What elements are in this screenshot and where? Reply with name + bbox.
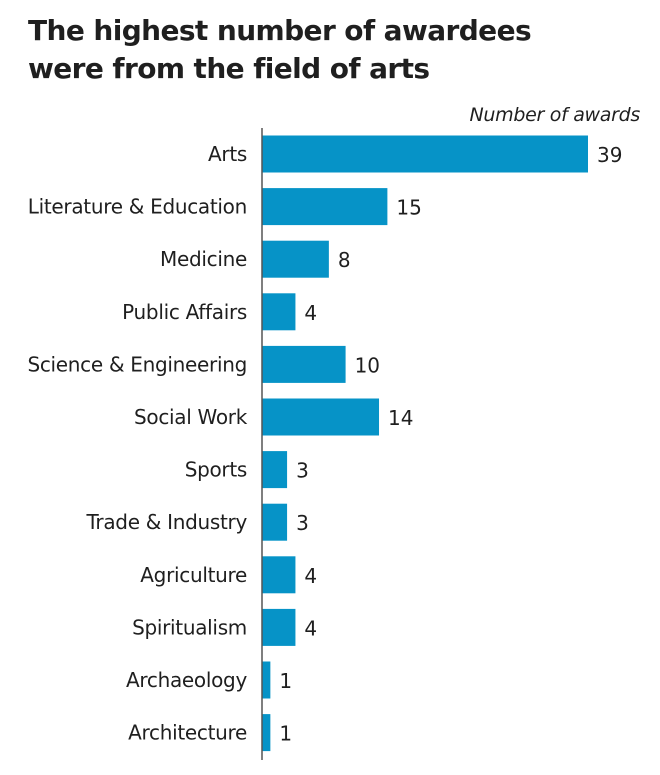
bar-literature-and-education	[262, 188, 388, 226]
value-label-spiritualism: 4	[304, 616, 317, 640]
category-label-sports: Sports	[185, 458, 247, 482]
bar-arts	[262, 135, 588, 173]
category-label-literature-and-education: Literature & Education	[28, 195, 247, 219]
category-label-trade-and-industry: Trade & Industry	[85, 510, 247, 534]
value-label-medicine: 8	[338, 248, 351, 272]
value-label-public-affairs: 4	[304, 301, 317, 325]
bar-agriculture	[262, 556, 296, 594]
bar-architecture	[262, 714, 271, 752]
chart-title: The highest number of awardees were from…	[28, 12, 628, 88]
bar-public-affairs	[262, 293, 296, 331]
value-label-archaeology: 1	[279, 669, 292, 693]
value-label-sports: 3	[296, 459, 309, 483]
value-label-science-and-engineering: 10	[355, 353, 380, 377]
value-label-architecture: 1	[279, 722, 292, 746]
category-label-archaeology: Archaeology	[126, 668, 247, 692]
value-label-trade-and-industry: 3	[296, 511, 309, 535]
value-label-literature-and-education: 15	[396, 196, 421, 220]
category-label-arts: Arts	[208, 142, 247, 166]
value-label-arts: 39	[597, 143, 622, 167]
bar-social-work	[262, 398, 380, 436]
category-label-medicine: Medicine	[160, 247, 247, 271]
category-label-architecture: Architecture	[128, 721, 247, 745]
category-label-public-affairs: Public Affairs	[122, 300, 247, 324]
bar-medicine	[262, 240, 329, 278]
bar-sports	[262, 451, 288, 489]
value-label-agriculture: 4	[304, 564, 317, 588]
bar-science-and-engineering	[262, 345, 346, 383]
bar-trade-and-industry	[262, 503, 288, 541]
bars-group: Arts 39 Literature & Education 15 Medicine 8 P…	[27, 135, 622, 752]
value-label-social-work: 14	[388, 406, 413, 430]
category-label-spiritualism: Spiritualism	[132, 615, 247, 639]
x-axis-title: Number of awards	[469, 104, 640, 126]
category-label-social-work: Social Work	[134, 405, 248, 429]
bar-archaeology	[262, 661, 271, 699]
chart-title-line-2: were from the field of arts	[28, 52, 430, 85]
bar-spiritualism	[262, 608, 296, 646]
chart-title-line-1: The highest number of awardees	[28, 14, 532, 47]
category-label-agriculture: Agriculture	[140, 563, 247, 587]
category-label-science-and-engineering: Science & Engineering	[27, 352, 247, 376]
